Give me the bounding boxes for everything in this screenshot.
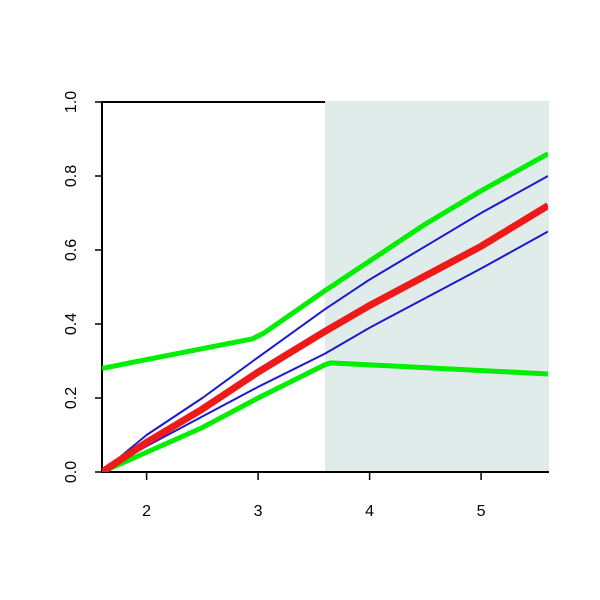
y-tick-label: 0.4 [63,313,80,335]
x-tick-label: 4 [365,503,374,520]
series-line [102,175,548,472]
y-tick-label: 0.2 [63,387,80,409]
series-line [102,151,548,371]
x-tick-label: 3 [254,503,263,520]
x-tick-label: 5 [477,503,486,520]
y-tick-label: 0.8 [63,165,80,187]
y-tick-label: 1.0 [63,91,80,113]
series-line [102,360,548,472]
shaded-region [325,101,549,471]
plot-lines [102,151,548,472]
series-line [102,202,548,472]
y-tick-label: 0.6 [63,239,80,261]
x-tick-label: 2 [142,503,151,520]
series-line [102,230,548,472]
y-tick-label: 0.0 [63,461,80,483]
